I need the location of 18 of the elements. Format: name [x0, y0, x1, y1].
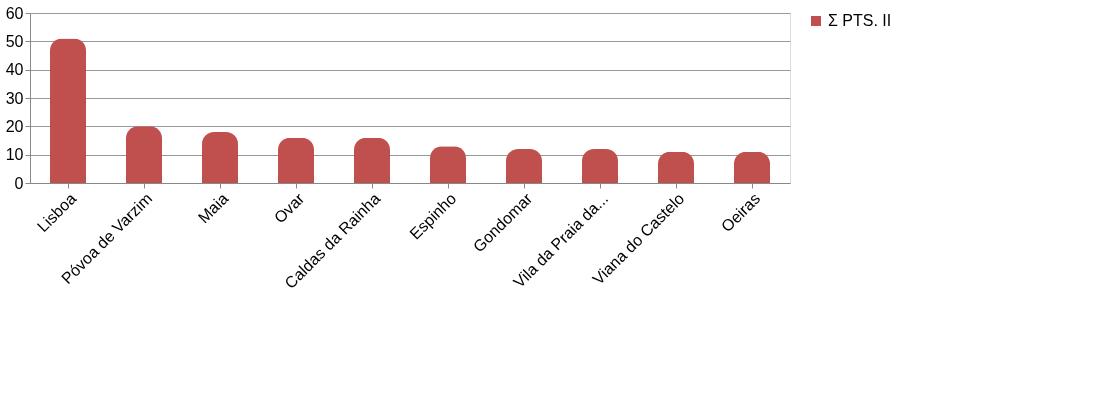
- y-tick-label: 0: [14, 174, 24, 192]
- bar: [582, 149, 618, 183]
- bar: [126, 126, 162, 183]
- bar: [430, 146, 466, 183]
- bar: [278, 137, 314, 183]
- y-tick-label: 50: [5, 32, 24, 50]
- bar: [734, 151, 770, 183]
- y-tick-label: 20: [5, 117, 24, 135]
- bar: [202, 132, 238, 183]
- y-tick-label: 60: [5, 4, 24, 22]
- bar: [50, 38, 86, 183]
- legend-label: Σ PTS. II: [828, 12, 892, 29]
- bar: [506, 149, 542, 183]
- bar: [354, 137, 390, 183]
- y-tick-label: 40: [5, 61, 24, 79]
- bar: [658, 151, 694, 183]
- y-tick-label: 30: [5, 89, 24, 107]
- y-tick-label: 10: [5, 146, 24, 164]
